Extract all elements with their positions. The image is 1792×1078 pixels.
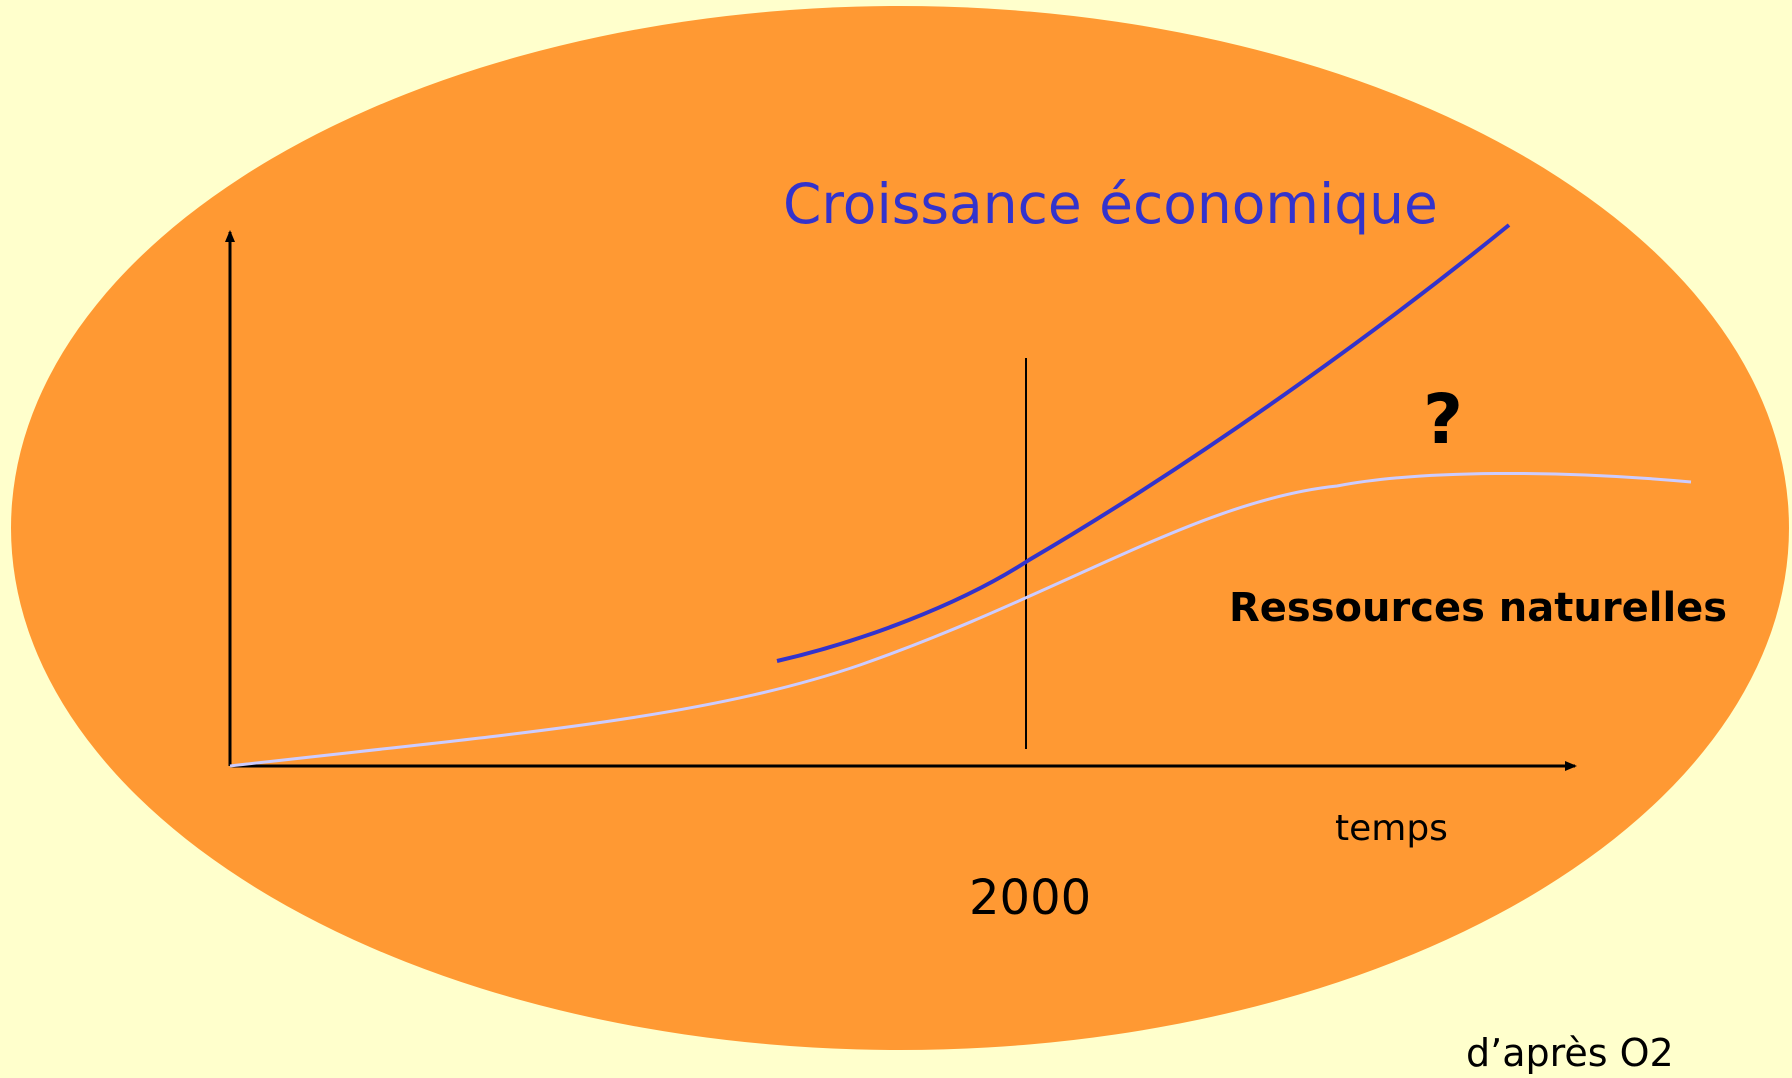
question-mark: ?	[1423, 380, 1463, 460]
curve-label: Ressources naturelles	[1229, 585, 1727, 631]
title: Croissance économique	[783, 172, 1438, 236]
marker-label: 2000	[969, 870, 1091, 926]
growth-curve	[776, 223, 1511, 663]
source: d’après O2	[1466, 1031, 1674, 1075]
ellipse	[11, 6, 1789, 1050]
x-axis-label: temps	[1335, 808, 1448, 849]
resources-curve	[229, 471, 1692, 768]
